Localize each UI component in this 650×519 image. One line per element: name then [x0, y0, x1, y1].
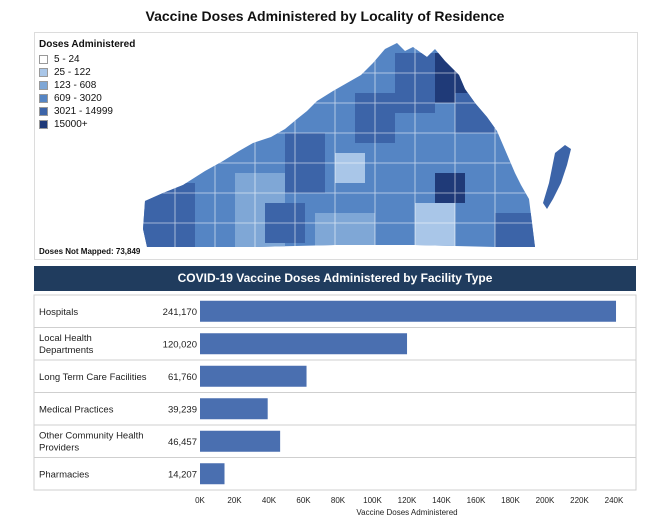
legend-item: 25 - 122: [39, 66, 135, 79]
value-label: 14,207: [168, 469, 197, 480]
map-counties: [143, 43, 535, 247]
legend-label: 123 - 608: [54, 80, 97, 91]
category-label: Local Health Departments: [39, 333, 94, 356]
legend-label: 15000+: [54, 119, 88, 130]
facility-chart-title: COVID-19 Vaccine Doses Administered by F…: [34, 266, 636, 291]
x-tick-label: 120K: [398, 496, 417, 505]
legend-label: 609 - 3020: [54, 93, 102, 104]
value-label: 120,020: [163, 339, 197, 350]
map-title: Vaccine Doses Administered by Locality o…: [145, 8, 505, 24]
eastern-shore: [543, 145, 571, 209]
map-legend: Doses Administered 5 - 24 25 - 122 123 -…: [39, 39, 135, 131]
x-tick-label: 240K: [605, 496, 624, 505]
bar[interactable]: [200, 365, 307, 387]
legend-swatch: [39, 81, 48, 90]
category-label: Medical Practices: [39, 404, 114, 415]
bar[interactable]: [200, 398, 268, 420]
legend-swatch: [39, 120, 48, 129]
x-axis-title: Vaccine Doses Administered: [356, 508, 457, 517]
x-tick-label: 20K: [227, 496, 242, 505]
category-label: Pharmacies: [39, 469, 89, 480]
legend-swatch: [39, 107, 48, 116]
category-label: Hospitals: [39, 307, 78, 318]
legend-swatch: [39, 94, 48, 103]
x-tick-label: 220K: [570, 496, 589, 505]
x-tick-label: 80K: [331, 496, 346, 505]
value-label: 61,760: [168, 372, 197, 383]
legend-item: 123 - 608: [39, 79, 135, 92]
legend-label: 5 - 24: [54, 54, 80, 65]
category-label: Long Term Care Facilities: [39, 372, 147, 383]
legend-item: 3021 - 14999: [39, 105, 135, 118]
not-mapped-label: Doses Not Mapped:: [39, 247, 114, 256]
legend-swatch: [39, 68, 48, 77]
map-panel: Doses Administered 5 - 24 25 - 122 123 -…: [34, 32, 638, 260]
bar[interactable]: [200, 463, 225, 485]
value-label: 241,170: [163, 307, 197, 318]
bar[interactable]: [200, 430, 281, 452]
legend-label: 25 - 122: [54, 67, 91, 78]
bar[interactable]: [200, 333, 408, 355]
x-tick-label: 100K: [363, 496, 382, 505]
legend-label: 3021 - 14999: [54, 106, 113, 117]
x-tick-label: 0K: [195, 496, 205, 505]
legend-item: 15000+: [39, 118, 135, 131]
legend-title: Doses Administered: [39, 39, 136, 50]
virginia-map[interactable]: [35, 33, 637, 259]
facility-bar-chart: Hospitals 241,170 Local Health Departments 1…: [33, 294, 637, 517]
doses-not-mapped: Doses Not Mapped: 73,849: [39, 247, 140, 256]
not-mapped-value: 73,849: [115, 247, 141, 256]
x-tick-label: 60K: [296, 496, 311, 505]
legend-item: 5 - 24: [39, 53, 135, 66]
value-label: 39,239: [168, 404, 197, 415]
x-tick-label: 200K: [536, 496, 555, 505]
legend-item: 609 - 3020: [39, 92, 135, 105]
category-label: Other Community Health Providers: [39, 430, 144, 453]
x-tick-label: 180K: [501, 496, 520, 505]
x-tick-label: 40K: [262, 496, 277, 505]
x-tick-label: 160K: [467, 496, 486, 505]
x-tick-label: 140K: [432, 496, 451, 505]
bar[interactable]: [200, 300, 617, 322]
value-label: 46,457: [168, 437, 197, 448]
legend-swatch: [39, 55, 48, 64]
